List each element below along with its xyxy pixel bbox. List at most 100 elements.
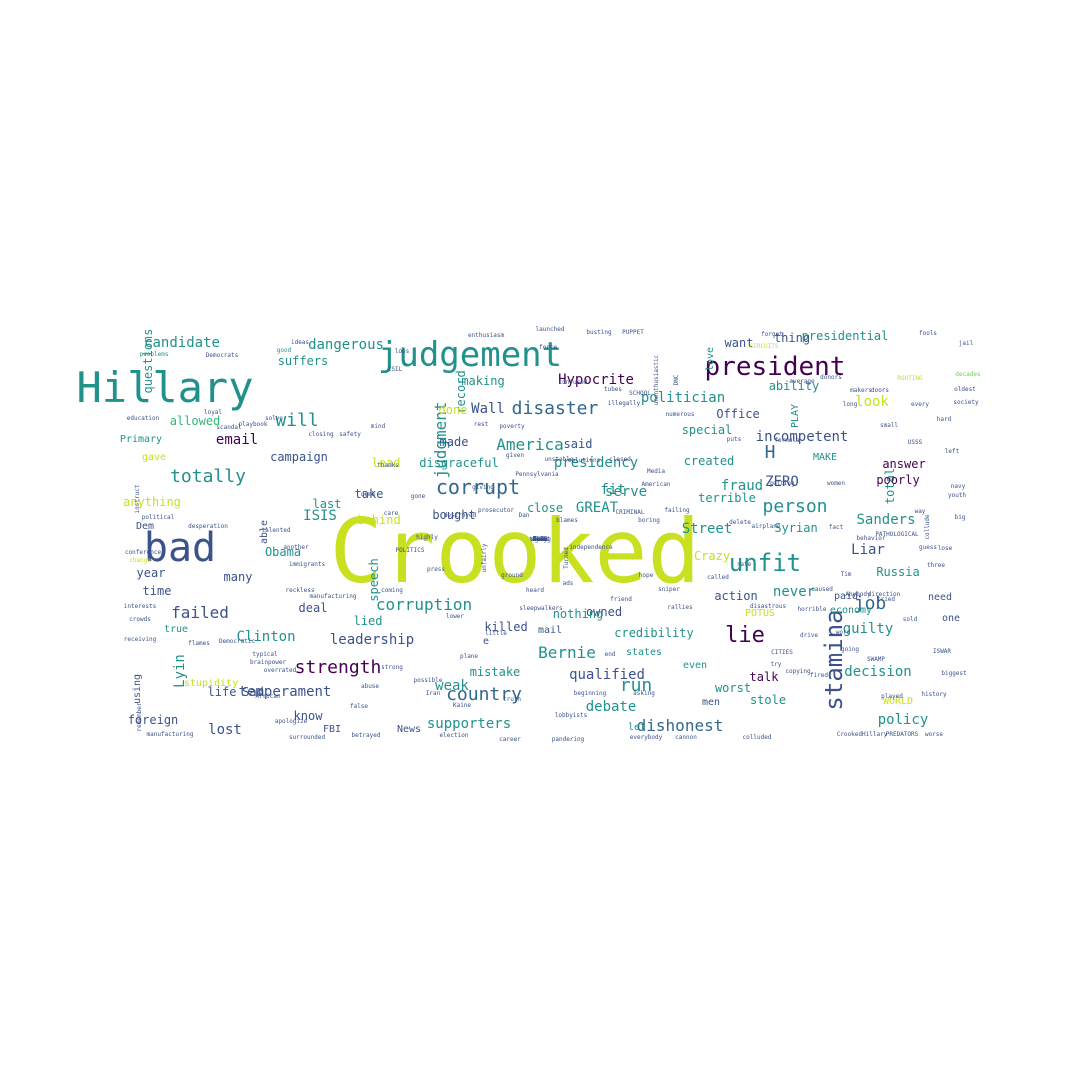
cloud-word: special [681,423,733,437]
cloud-word: ISWAR [932,648,952,655]
cloud-word: disaster [511,398,599,419]
cloud-word: Iran [425,690,441,697]
cloud-word: false [349,703,369,710]
cloud-word: said [563,437,593,451]
cloud-word: youth [947,492,967,499]
cloud-word: fear [532,536,548,543]
cloud-word: one [941,613,961,624]
cloud-word: loyal [203,409,223,416]
cloud-word: everybody [629,734,663,741]
cloud-word: close [526,501,564,515]
cloud-word: remember [136,702,143,732]
cloud-word: fired [809,672,829,679]
cloud-word: unstable [544,456,574,463]
cloud-word: jail [958,340,974,347]
cloud-word: failing [664,507,690,514]
cloud-word: coming [381,587,403,594]
cloud-word: incompetent [755,429,849,445]
cloud-word: dumb [360,491,376,498]
cloud-word: suffers [277,354,329,368]
cloud-word: e [482,636,490,647]
cloud-word: puts [726,436,742,443]
cloud-word: thing [773,331,811,345]
cloud-word: fact [828,524,844,531]
cloud-word: manufacturing [146,731,194,738]
cloud-word: temperament [238,684,332,700]
cloud-word: bad [143,525,217,571]
cloud-word: rest [473,421,489,428]
cloud-word: closed [609,456,631,463]
cloud-word: corruption [375,595,473,614]
cloud-word: fraud [720,478,764,494]
cloud-word: ZERO [765,474,799,490]
cloud-word: candidate [144,335,220,351]
cloud-word: closing [308,431,334,438]
cloud-word: Obama [264,545,302,559]
cloud-word: typical [252,651,278,658]
cloud-word: brainpower [249,659,287,666]
cloud-word: men [701,697,721,708]
cloud-word: owned [585,605,623,619]
cloud-word: stupidity [183,678,239,689]
cloud-word: society [953,399,979,406]
cloud-word: asking [633,690,655,697]
cloud-word: independence [569,544,613,551]
cloud-word: SWAMP [866,656,886,663]
cloud-word: desperation [188,523,228,530]
cloud-word: guilty [842,621,894,637]
cloud-word: friend [610,596,632,603]
cloud-word: change [129,557,151,564]
cloud-word: questions [141,328,155,394]
cloud-word: receiving [123,636,157,643]
cloud-word: foreign [127,713,179,727]
cloud-word: world [530,536,550,543]
cloud-word: surrounded [288,734,326,741]
cloud-word: lost [208,722,242,738]
cloud-word: deal [298,601,328,615]
cloud-word: direction [867,591,901,598]
cloud-word: poorly [876,473,920,487]
cloud-word: way [914,508,926,515]
cloud-word: Dan [518,512,530,519]
cloud-word: sold [902,616,918,623]
cloud-word: Bernie [538,643,596,662]
cloud-word: ground [501,572,523,579]
cloud-word: highly [416,534,438,541]
cloud-word: gave [141,452,167,463]
cloud-word: making [461,374,505,388]
cloud-word: scandal [216,424,242,431]
cloud-word: campaign [270,450,328,464]
cloud-word: Democratic [218,638,256,645]
cloud-word: conference [124,549,162,556]
cloud-word: lose [937,545,953,552]
cloud-word: MAKE [812,452,838,463]
cloud-word: created [683,454,735,468]
cloud-word: easy [532,536,548,543]
cloud-word: rate [736,561,752,568]
cloud-word: many [223,570,253,584]
cloud-word: reckless [285,587,315,594]
cloud-word: lobbyists [554,712,588,719]
cloud-word: destroyed [443,512,477,519]
cloud-word: politician [640,390,726,406]
cloud-word: debate [585,699,637,715]
cloud-word: SCHOOL [629,390,651,397]
cloud-word: worse [924,731,944,738]
cloud-word: guess [918,544,938,551]
cloud-word: forget [761,331,783,338]
cloud-word: fire [532,536,548,543]
cloud-word: Dems [532,536,548,543]
cloud-word: oldest [954,386,976,393]
cloud-word: education [126,415,160,422]
cloud-word: life [207,685,237,699]
cloud-word: hurt [532,536,548,543]
cloud-word: lied [353,614,383,628]
cloud-word: mess [532,536,548,543]
cloud-word: year [136,566,166,580]
cloud-word: CrookedHillary [836,731,888,738]
cloud-word: POLITICS [395,547,425,554]
cloud-word: poverty [499,423,525,430]
cloud-word: credibility [614,626,694,640]
cloud-word: lied [532,536,548,543]
cloud-word: cannon [675,734,697,741]
